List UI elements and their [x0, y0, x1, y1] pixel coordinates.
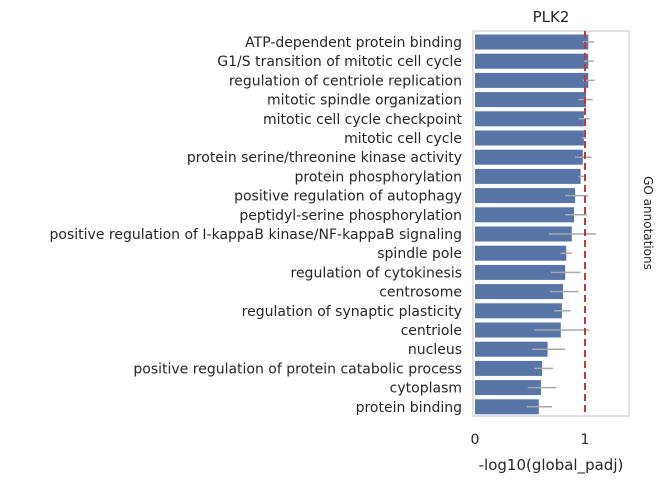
bar: [475, 264, 566, 280]
plot-frame: [472, 30, 630, 417]
bar: [475, 284, 563, 300]
bar: [475, 92, 587, 108]
bar: [475, 303, 562, 319]
category-label: regulation of synaptic plasticity: [242, 304, 462, 320]
side-annotation-label: GO annotations: [641, 176, 655, 270]
category-label: centriole: [401, 323, 462, 339]
category-label: regulation of centriole replication: [229, 73, 462, 89]
bar: [475, 245, 567, 261]
category-label: protein serine/threonine kinase activity: [187, 150, 462, 166]
bar: [475, 130, 584, 146]
category-label: positive regulation of autophagy: [234, 189, 462, 205]
category-label: positive regulation of I-kappaB kinase/N…: [50, 227, 462, 243]
bar: [475, 188, 576, 204]
category-label: regulation of cytokinesis: [291, 265, 463, 281]
bar: [475, 168, 581, 184]
category-label-group: ATP-dependent protein binding G1/S transi…: [50, 35, 463, 416]
category-label: mitotic cell cycle: [344, 131, 462, 147]
x-tick-label: 0: [471, 432, 480, 448]
category-label: protein binding: [356, 400, 462, 416]
category-label: centrosome: [379, 285, 462, 301]
category-label: cytoplasm: [390, 381, 462, 397]
x-tick-label: 1: [581, 432, 590, 448]
x-axis-title: -log10(global_padj): [479, 456, 624, 475]
category-label: G1/S transition of mitotic cell cycle: [217, 54, 462, 70]
bar: [475, 322, 561, 338]
category-label: mitotic spindle organization: [267, 93, 462, 109]
bar: [475, 399, 539, 415]
bar: [475, 53, 589, 69]
category-label: nucleus: [408, 342, 462, 358]
bar: [475, 380, 541, 396]
category-label: peptidyl-serine phosphorylation: [239, 208, 462, 224]
bar-group: [475, 34, 589, 415]
bar: [475, 207, 574, 223]
chart-title: PLK2: [533, 8, 570, 26]
category-label: mitotic cell cycle checkpoint: [263, 112, 462, 128]
bar: [475, 72, 589, 88]
bar: [475, 226, 572, 242]
category-label: protein phosphorylation: [295, 169, 463, 185]
bar: [475, 341, 548, 357]
bar: [475, 360, 543, 376]
category-label: positive regulation of protein catabolic…: [133, 361, 462, 377]
category-label: spindle pole: [377, 246, 462, 262]
category-label: ATP-dependent protein binding: [245, 35, 462, 51]
bar: [475, 34, 589, 50]
bar: [475, 149, 583, 165]
bar: [475, 111, 584, 127]
